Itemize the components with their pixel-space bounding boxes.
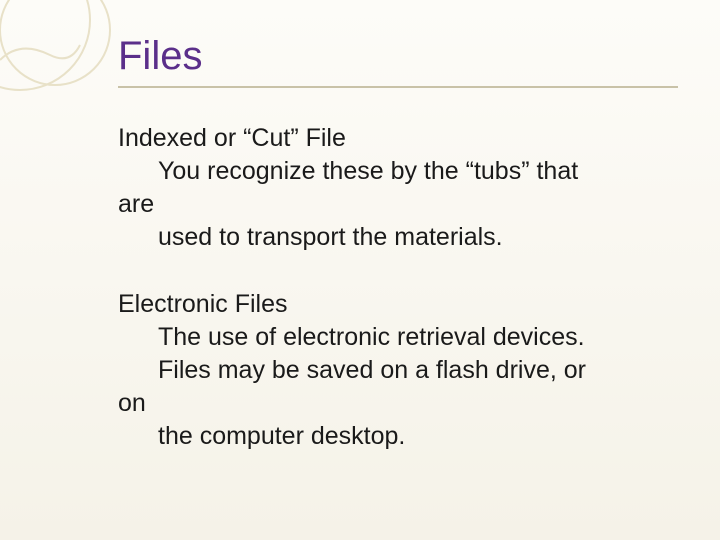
- section2-line: The use of electronic retrieval devices.: [118, 321, 678, 354]
- text: used to transport the materials.: [158, 223, 503, 251]
- section2-line: the computer desktop.: [118, 420, 678, 453]
- text: The use of electronic retrieval devices.: [158, 323, 585, 351]
- slide-title: Files: [118, 34, 202, 79]
- text: You recognize these by the “tubs” that: [158, 157, 578, 185]
- text: Files may be saved on a flash drive, or: [158, 356, 586, 384]
- section1-heading: Indexed or “Cut” File: [118, 122, 678, 155]
- slide-body: Indexed or “Cut” File You recognize thes…: [118, 122, 678, 453]
- section2-heading: Electronic Files: [118, 288, 678, 321]
- section1-line: used to transport the materials.: [118, 221, 678, 254]
- corner-decoration: [0, 0, 120, 120]
- section-electronic: Electronic Files The use of electronic r…: [118, 288, 678, 453]
- text: the computer desktop.: [158, 422, 405, 450]
- title-underline: [118, 86, 678, 88]
- section-indexed: Indexed or “Cut” File You recognize thes…: [118, 122, 678, 254]
- section1-line: You recognize these by the “tubs” that: [118, 155, 678, 188]
- section2-line: on: [118, 387, 678, 420]
- section2-line: Files may be saved on a flash drive, or: [118, 354, 678, 387]
- section1-line: are: [118, 188, 678, 221]
